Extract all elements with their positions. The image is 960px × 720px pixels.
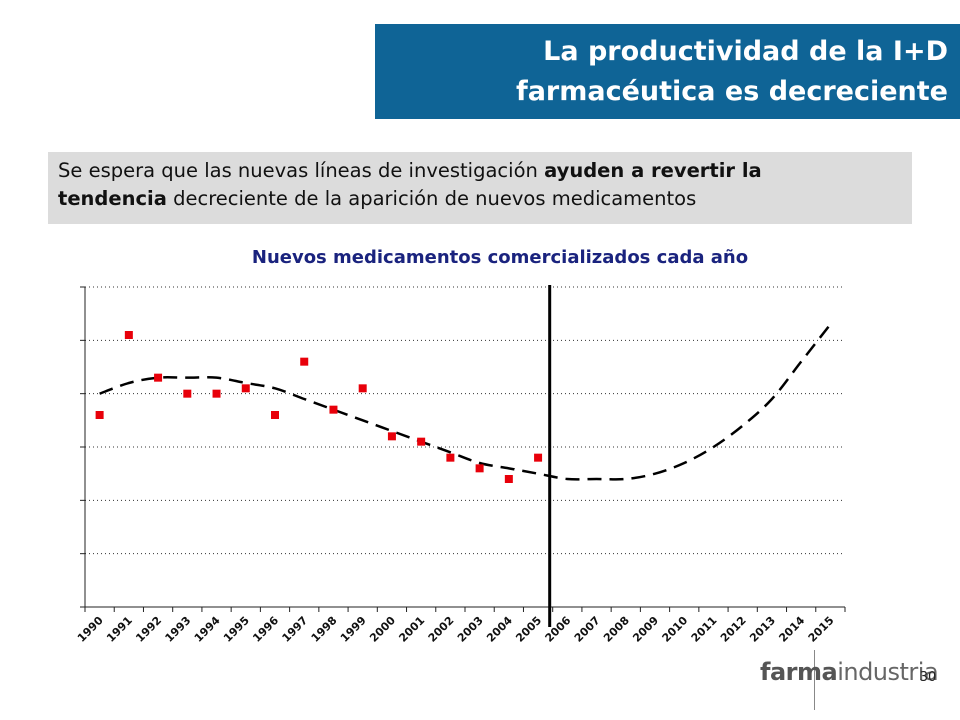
- x-tick-label: 1993: [163, 614, 194, 645]
- x-tick-label: 1995: [221, 614, 252, 645]
- x-tick-label: 1997: [280, 614, 311, 645]
- subtitle-bold-1: ayuden a revertir la: [544, 159, 762, 182]
- slide-title: La productividad de la I+D farmacéutica …: [375, 24, 960, 119]
- x-tick-label: 2015: [806, 614, 837, 645]
- logo-divider: [814, 650, 815, 710]
- data-point: [534, 453, 543, 462]
- x-tick-label: 2009: [630, 614, 661, 645]
- x-tick-label: 1994: [192, 614, 223, 645]
- x-tick-label: 2014: [776, 614, 807, 645]
- data-point: [300, 357, 309, 366]
- slide-title-line1: La productividad de la I+D: [543, 36, 948, 67]
- data-point: [212, 389, 221, 398]
- data-point: [95, 411, 104, 419]
- x-tick-label: 1998: [309, 614, 340, 645]
- x-tick-label: 1991: [104, 614, 135, 645]
- data-point: [387, 432, 396, 441]
- chart-title: Nuevos medicamentos comercializados cada…: [251, 247, 749, 268]
- x-tick-label: 2003: [455, 614, 486, 645]
- x-tick-label: 2001: [396, 614, 427, 645]
- x-tick-label: 1999: [338, 614, 369, 645]
- x-tick-label: 2010: [660, 614, 691, 645]
- subtitle-box: Se espera que las nuevas líneas de inves…: [48, 152, 912, 224]
- logo-bold-text: farma: [760, 658, 838, 686]
- x-tick-label: 2000: [367, 614, 398, 645]
- data-point: [475, 464, 484, 473]
- x-tick-label: 1992: [133, 614, 164, 645]
- data-point: [271, 411, 279, 419]
- data-point: [358, 384, 367, 393]
- x-tick-label: 2006: [543, 614, 574, 645]
- logo-regular-text: industria: [837, 658, 939, 686]
- subtitle-text-1: Se espera que las nuevas líneas de inves…: [58, 159, 545, 182]
- x-tick-label: 2007: [572, 614, 603, 645]
- data-point: [329, 405, 338, 414]
- data-point: [124, 331, 133, 339]
- slide-title-line2: farmacéutica es decreciente: [515, 76, 948, 107]
- x-tick-label: 2013: [747, 614, 778, 645]
- data-point: [183, 389, 192, 398]
- x-tick-label: 1996: [250, 614, 281, 645]
- x-tick-label: 2011: [689, 614, 720, 645]
- subtitle-text-2: decreciente de la aparición de nuevos me…: [166, 187, 697, 210]
- x-tick-label: 2012: [718, 614, 749, 645]
- data-point: [504, 475, 513, 483]
- data-point: [446, 453, 455, 462]
- x-tick-label: 1990: [75, 614, 106, 645]
- x-tick-label: 2005: [513, 614, 544, 645]
- x-tick-label: 2004: [484, 614, 515, 645]
- subtitle-bold-2: tendencia: [58, 187, 167, 210]
- x-tick-label: 2008: [601, 614, 632, 645]
- data-point: [241, 384, 250, 393]
- page-number: 30: [919, 670, 937, 685]
- data-point: [154, 373, 163, 382]
- farmaindustria-logo: farmaindustria: [760, 658, 939, 698]
- data-point: [417, 437, 426, 446]
- x-tick-label: 2002: [426, 614, 457, 645]
- trend-line: [99, 323, 832, 481]
